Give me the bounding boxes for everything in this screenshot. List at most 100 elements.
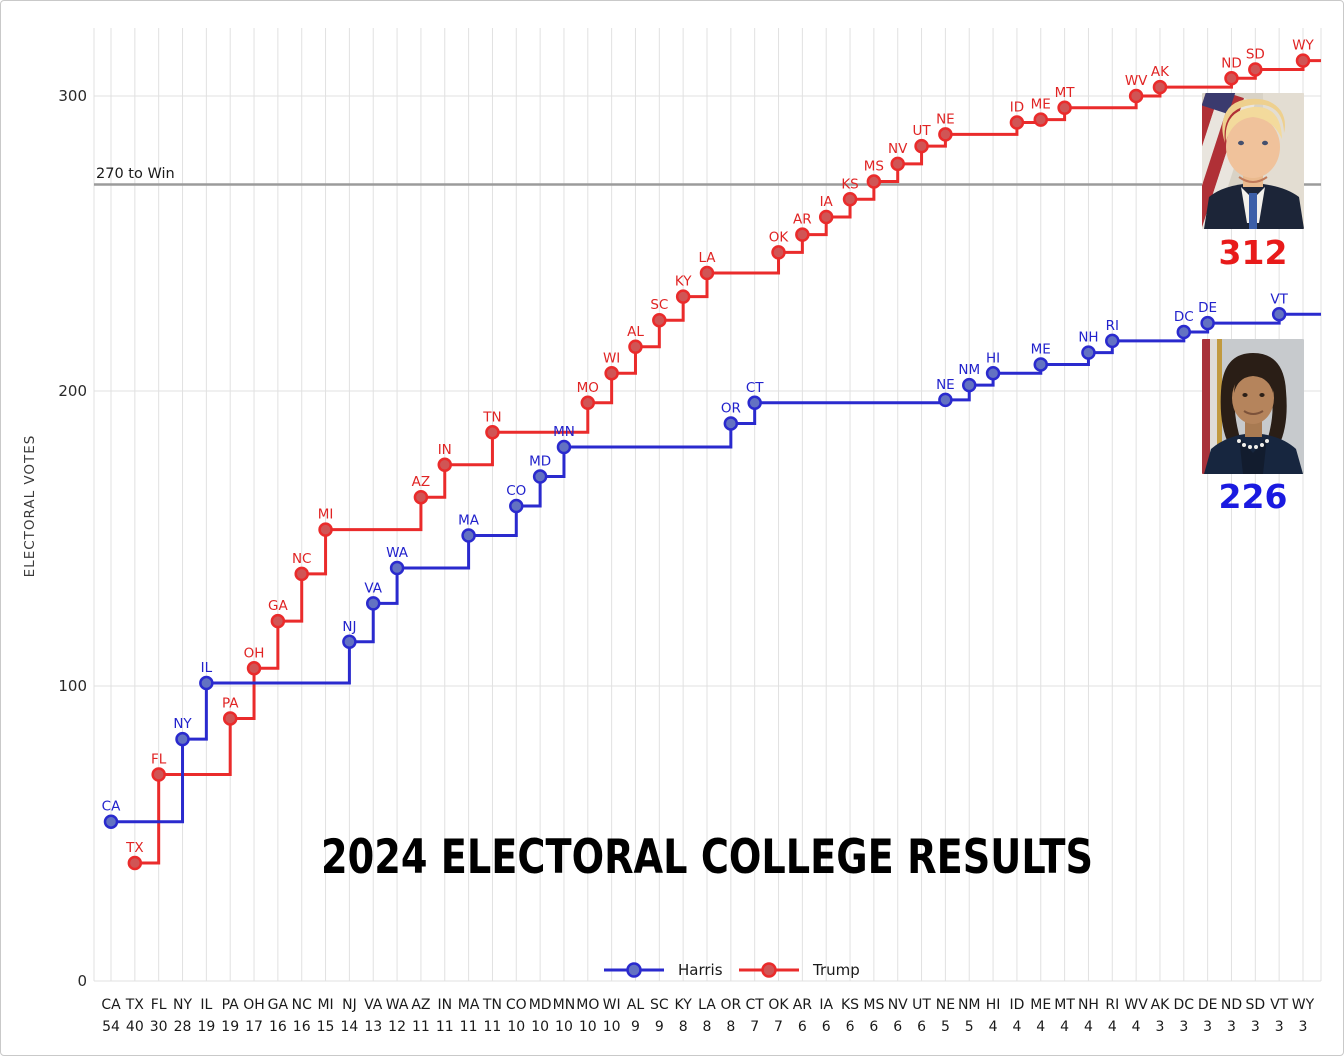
trump-data-point-dot [151,767,166,782]
trump-data-point-dot [699,265,715,281]
harris-data-point-dot [103,814,119,829]
harris-data-point-dot [1105,333,1120,349]
trump-data-point-label: IA [820,194,834,210]
trump-data-point-label: AZ [412,474,430,490]
x-axis-state-label: CT [746,997,765,1013]
x-axis-ev-label: 54 [102,1019,120,1035]
trump-data-point-label: MT [1055,85,1076,101]
x-axis-state-label: CA [101,997,121,1013]
trump-data-point-label: TX [125,840,144,856]
trump-data-point-label: AR [793,212,812,228]
x-axis-ev-label: 3 [1251,1019,1260,1035]
trump-data-point-label: NE [936,111,955,127]
trump-data-point-label: NV [888,141,908,157]
x-axis-state-label: IN [437,997,452,1013]
trump-data-point-dot [413,489,429,505]
x-axis-state-label: SC [650,997,669,1013]
trump-data-point-label: WY [1292,38,1314,54]
harris-data-point-label: NH [1078,330,1098,346]
x-axis-ev-label: 6 [798,1019,807,1035]
x-axis-ev-label: 6 [869,1019,878,1035]
x-axis-ev-label: 3 [1179,1019,1188,1035]
trump-data-point-label: SD [1246,46,1265,62]
x-axis-ev-label: 40 [126,1019,144,1035]
x-axis-ev-label: 4 [1036,1019,1045,1035]
harris-data-point-label: NY [173,716,192,732]
x-axis-ev-label: 8 [679,1019,688,1035]
trump-data-point-label: NC [292,551,312,567]
trump-data-point-dot [652,312,667,328]
x-axis-ev-label: 11 [436,1019,454,1035]
trump-data-point-label: UT [912,123,931,139]
x-axis-ev-label: 28 [174,1019,192,1035]
x-axis-ev-label: 11 [412,1019,430,1035]
x-axis-ev-label: 10 [579,1019,597,1035]
trump-total: 312 [1219,233,1288,272]
x-axis-state-label: DE [1198,997,1218,1013]
x-axis-ev-label: 3 [1275,1019,1284,1035]
y-axis-tick-label: 300 [58,87,87,105]
trump-data-point-label: ME [1031,97,1051,113]
y-axis-title: ELECTORAL VOTES [22,435,38,578]
x-axis-ev-label: 10 [531,1019,549,1035]
trump-data-point-dot [294,566,309,582]
x-axis-ev-label: 14 [340,1019,358,1035]
x-axis-ev-label: 8 [703,1019,712,1035]
x-axis-ev-label: 6 [846,1019,855,1035]
chart-title: 2024 ELECTORAL COLLEGE RESULTS [321,830,1093,885]
trump-data-point-label: OK [769,229,790,245]
trump-data-point-dot [771,245,786,260]
y-axis-tick-label: 100 [58,677,87,695]
trump-data-point-label: PA [222,695,239,711]
x-axis-ev-label: 4 [1012,1019,1021,1035]
x-axis-state-label: IL [200,997,212,1013]
harris-data-point-label: HI [986,350,1000,366]
x-axis-state-label: WI [603,997,621,1013]
trump-data-point-dot [1057,100,1072,116]
harris-data-point-dot [961,377,977,393]
x-axis-state-label: PA [222,997,240,1013]
harris-data-point-label: CO [506,483,526,499]
x-axis-state-label: NC [292,997,312,1013]
x-axis-state-label: MT [1054,997,1075,1013]
x-axis-state-label: MN [553,997,576,1013]
trump-data-point-label: IN [438,442,452,458]
x-axis-ev-label: 8 [726,1019,735,1035]
x-axis-ev-label: 6 [917,1019,926,1035]
harris-legend-marker-icon [626,962,642,978]
trump-data-point-dot [270,613,286,629]
x-axis-state-label: UT [912,997,931,1013]
trump-data-point-label: WV [1125,73,1148,89]
trump-data-point-label: MI [318,507,334,523]
x-axis-ev-label: 30 [150,1019,168,1035]
trump-data-point-dot [890,156,905,172]
x-axis-ev-label: 9 [631,1019,640,1035]
x-axis-state-label: KS [841,997,859,1013]
trump-data-point-dot [222,711,238,726]
harris-data-point-label: MA [458,513,480,529]
harris-data-point-dot [175,731,190,747]
trump-data-point-dot [1224,71,1239,86]
x-axis-ev-label: 3 [1155,1019,1164,1035]
trump-data-point-label: AK [1151,64,1170,80]
x-axis-state-label: KY [675,997,693,1013]
trump-data-point-dot [866,174,882,189]
trump-data-point-dot [1152,79,1168,95]
x-axis-state-label: AZ [411,997,430,1013]
trump-data-point-dot [1128,88,1144,104]
x-axis-state-label: NE [936,997,955,1013]
trump-data-point-label: TN [482,409,501,425]
trump-data-point-dot [246,661,262,676]
trump-data-point-dot [485,425,500,440]
x-axis-state-label: OR [720,997,741,1013]
trump-data-point-dot [1248,62,1263,77]
x-axis-state-label: MO [576,997,599,1013]
harris-data-point-dot [532,469,548,484]
harris-data-point-label: VT [1270,291,1288,307]
trump-data-point-dot [127,855,143,871]
trump-data-point-label: ID [1010,100,1024,116]
x-axis-state-label: MA [458,997,480,1013]
x-axis-state-label: AL [627,997,645,1013]
x-axis-state-label: WY [1292,997,1315,1013]
trump-step-line [134,59,1321,865]
